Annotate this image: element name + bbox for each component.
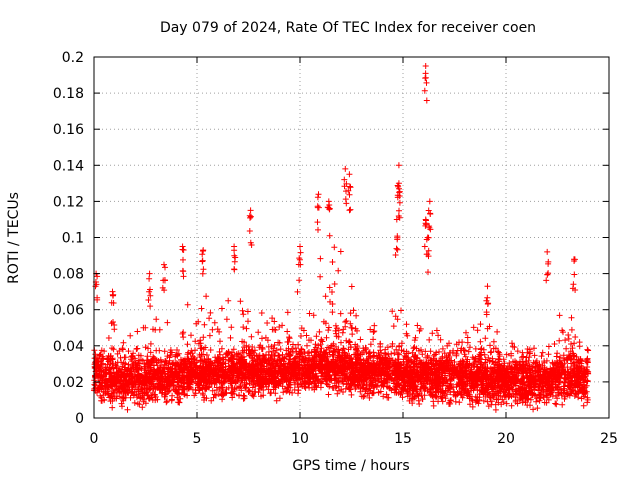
y-tick-label: 0.1 — [62, 231, 84, 247]
y-tick-label: 0.02 — [53, 375, 84, 391]
y-tick-label: 0 — [75, 411, 84, 427]
y-axis-ticks: 0 0.02 0.04 0.06 0.08 0.1 0.12 0.14 0.16 0.18 0.2 — [53, 50, 609, 427]
y-tick-label: 0.08 — [53, 267, 84, 283]
x-axis-label: GPS time / hours — [292, 458, 409, 474]
y-tick-label: 0.04 — [53, 339, 84, 355]
chart-title: Day 079 of 2024, Rate Of TEC Index for r… — [160, 20, 536, 36]
y-axis-label: ROTI / TECUs — [6, 192, 22, 284]
y-tick-label: 0.18 — [53, 86, 84, 102]
x-axis-ticks: 0 5 10 15 20 25 — [90, 57, 618, 447]
y-tick-label: 0.2 — [62, 50, 84, 66]
x-tick-label: 20 — [497, 431, 515, 447]
x-tick-label: 15 — [394, 431, 412, 447]
x-tick-label: 0 — [90, 431, 99, 447]
x-tick-label: 25 — [600, 431, 618, 447]
x-tick-label: 10 — [291, 431, 309, 447]
y-tick-label: 0.12 — [53, 194, 84, 210]
y-tick-label: 0.16 — [53, 122, 84, 138]
x-tick-label: 5 — [193, 431, 202, 447]
y-tick-label: 0.06 — [53, 303, 84, 319]
y-tick-label: 0.14 — [53, 158, 84, 174]
